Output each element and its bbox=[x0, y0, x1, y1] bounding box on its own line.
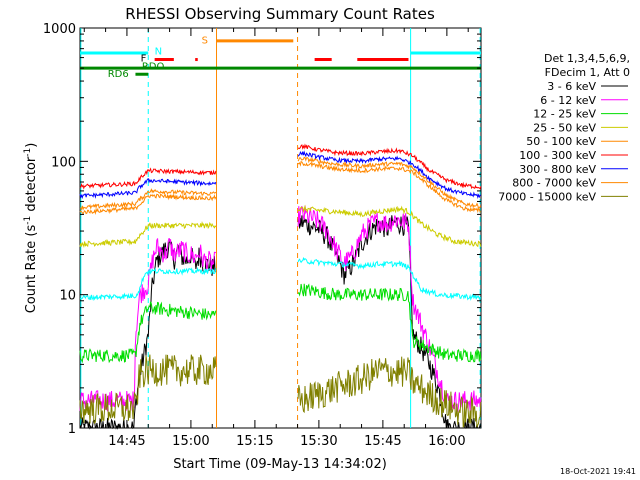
series-line-300-800-kev bbox=[79, 150, 481, 200]
x-tick-label: 16:00 bbox=[428, 434, 465, 449]
legend-entry-label: 50 - 100 keV bbox=[526, 135, 596, 148]
series-line-100-300-kev bbox=[79, 143, 482, 190]
legend-entry-label: 3 - 6 keV bbox=[547, 80, 596, 93]
y-axis-label-part2: detector bbox=[24, 156, 39, 216]
y-axis-label-part1: Count Rate (s bbox=[24, 225, 39, 314]
legend-entry-label: 6 - 12 keV bbox=[540, 94, 596, 107]
x-tick-label: 15:45 bbox=[364, 434, 401, 449]
legend-entry-label: 100 - 300 keV bbox=[519, 149, 596, 162]
y-tick-label: 100 bbox=[51, 155, 76, 170]
legend: Det 1,3,4,5,6,9, FDecim 1, Att 0 3 - 6 k… bbox=[498, 52, 630, 203]
flag-label-f: F bbox=[141, 54, 147, 65]
x-tick-label: 14:45 bbox=[108, 434, 145, 449]
x-tick-label: 15:30 bbox=[300, 434, 337, 449]
background-markers bbox=[80, 28, 481, 428]
flag-label-rdo: RDO bbox=[142, 61, 165, 72]
legend-entry-label: 7000 - 15000 keV bbox=[498, 190, 596, 203]
legend-header-line2: FDecim 1, Att 0 bbox=[545, 66, 630, 79]
y-tick-label: 1 bbox=[68, 422, 76, 437]
series-line-50-100-kev bbox=[79, 156, 482, 211]
series-line-7000-15000-kev bbox=[79, 354, 482, 428]
legend-entry-label: 25 - 50 keV bbox=[533, 121, 596, 134]
legend-entry-label: 12 - 25 keV bbox=[533, 108, 596, 121]
series-line-25-50-kev bbox=[79, 204, 482, 248]
chart-title: RHESSI Observing Summary Count Rates bbox=[125, 5, 435, 23]
flag-label-n: N bbox=[155, 46, 162, 57]
y-tick-label: 1000 bbox=[43, 22, 76, 37]
series-line-800-7000-kev bbox=[79, 160, 482, 215]
x-axis-label: Start Time (09-May-13 14:34:02) bbox=[173, 457, 387, 472]
y-axis-label-sup2: -1 bbox=[23, 148, 33, 157]
plot-timestamp: 18-Oct-2021 19:41 bbox=[560, 467, 636, 476]
x-tick-label: 15:00 bbox=[172, 434, 209, 449]
series-line-cyan-n-flag- bbox=[79, 256, 482, 301]
legend-entry-label: 300 - 800 keV bbox=[519, 163, 596, 176]
plot-frame bbox=[79, 27, 482, 429]
flag-label-s: S bbox=[202, 35, 208, 46]
y-tick-label: 10 bbox=[59, 289, 76, 304]
y-axis-ticks: 1 10 100 1000 bbox=[43, 22, 481, 437]
flag-label-rd6: RD6 bbox=[108, 69, 129, 80]
legend-header-line1: Det 1,3,4,5,6,9, bbox=[544, 52, 630, 65]
series-group bbox=[79, 143, 482, 430]
x-axis-ticks: 14:45 15:00 15:15 15:30 15:45 16:00 bbox=[83, 28, 469, 449]
y-axis-label-sup1: -1 bbox=[23, 216, 33, 225]
x-tick-label: 15:15 bbox=[236, 434, 273, 449]
series-line-12-25-kev bbox=[79, 283, 482, 364]
y-axis-label-part3: ) bbox=[24, 143, 39, 148]
y-axis-label: Count Rate (s-1 detector-1) bbox=[23, 143, 39, 314]
legend-entry-label: 800 - 7000 keV bbox=[512, 177, 596, 190]
